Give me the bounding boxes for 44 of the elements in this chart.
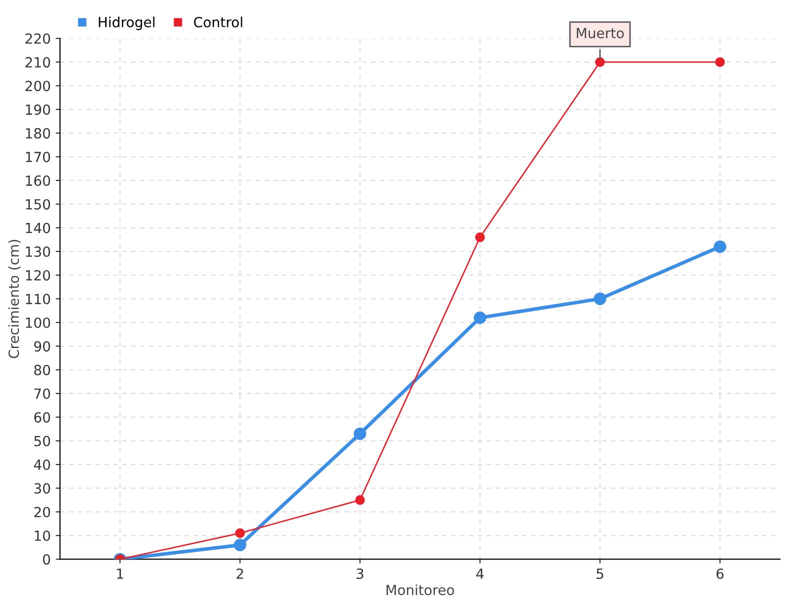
y-tick-label: 110 (26, 294, 50, 304)
y-tick-label: 20 (34, 506, 50, 518)
y-tick-label: 130 (26, 246, 50, 257)
y-tick-label: 40 (34, 459, 50, 470)
point (595, 57, 605, 67)
y-tick-label: 90 (34, 341, 50, 352)
annotation: Muerto (576, 28, 624, 38)
point (355, 495, 365, 505)
x-tick-label: 1 (117, 568, 124, 579)
x-tick-label: 4 (476, 568, 484, 579)
y-tick-label: 0 (43, 554, 50, 565)
y-tick-label: 10 (34, 530, 50, 541)
point (475, 232, 485, 242)
point (235, 528, 245, 538)
x-tick-label: 6 (716, 568, 724, 579)
y-tick-label: 200 (25, 80, 50, 92)
y-tick-label: 100 (26, 317, 50, 328)
y-tick-label: 150 (26, 199, 50, 210)
x-axis-title: Monitoreo (386, 584, 454, 596)
x-tick-label: 2 (236, 568, 244, 579)
y-tick-label: 220 (25, 33, 50, 44)
y-tick-label: 80 (34, 364, 50, 376)
y-axis-title: Crecimiento (cm) (8, 240, 21, 358)
point (234, 538, 246, 552)
y-tick-label: 210 (25, 57, 50, 68)
legend-label: Control (194, 16, 242, 28)
point (474, 311, 486, 324)
y-tick-label: 170 (26, 152, 50, 162)
y-tick-label: 50 (34, 436, 50, 446)
y-tick-label: 160 (26, 175, 50, 186)
point (354, 427, 366, 440)
y-tick-label: 120 (26, 270, 50, 281)
point (715, 57, 725, 67)
y-tick-label: 140 (26, 222, 50, 234)
x-tick-label: 5 (596, 568, 604, 579)
x-tick-label: 3 (356, 568, 364, 579)
y-tick-label: 190 (26, 104, 50, 115)
point (714, 240, 726, 253)
y-tick-label: 30 (34, 483, 50, 494)
y-tick-label: 70 (34, 388, 50, 399)
legend-label: Hidrogel (98, 16, 154, 30)
y-tick-label: 60 (34, 412, 50, 423)
y-tick-label: 180 (26, 128, 50, 139)
point (594, 292, 606, 306)
